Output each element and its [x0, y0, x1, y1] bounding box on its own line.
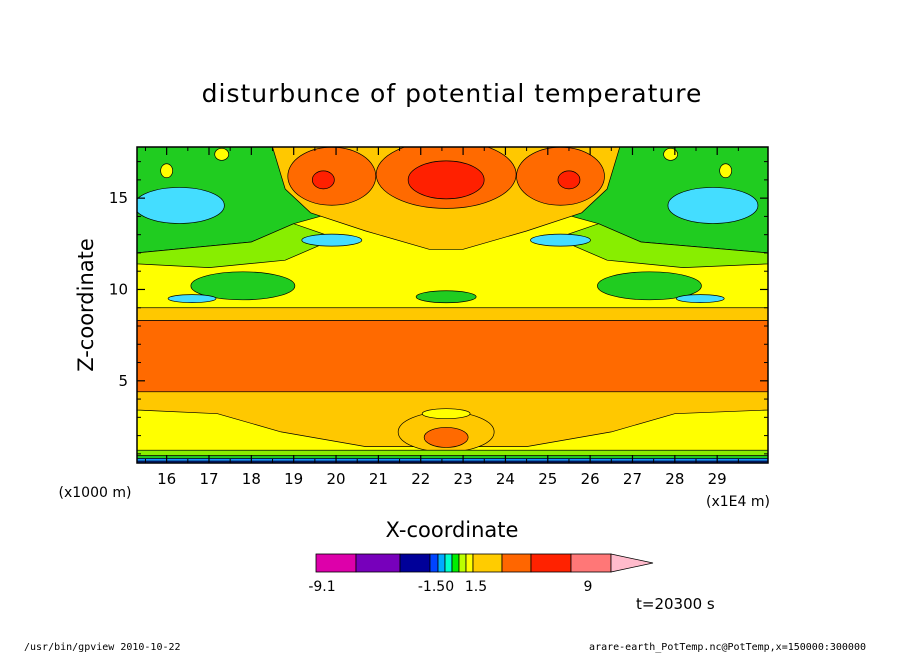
x-tick-label: 18	[242, 470, 261, 488]
colorbar-segment	[472, 553, 503, 573]
green-pocket-right	[597, 271, 702, 301]
colorbar-tick-label: 1.5	[465, 579, 487, 595]
colorbar-segment	[570, 553, 612, 573]
cyan-patch-mid-left	[301, 233, 363, 247]
colorbar-segment	[437, 553, 446, 573]
x-tick-label: 23	[454, 470, 473, 488]
colorbar-segment	[429, 553, 439, 573]
colorbar-segment	[458, 553, 467, 573]
cyan-patch-left	[137, 187, 225, 224]
bottom-band-green	[137, 455, 768, 459]
left-yellowgreen-band	[137, 223, 337, 268]
footer-right: arare-earth_PotTemp.nc@PotTemp,x=150000:…	[589, 642, 866, 653]
x-tick-label: 22	[411, 470, 430, 488]
time-label: t=20300 s	[636, 595, 715, 613]
yellow-speck	[214, 147, 230, 161]
colorbar-segment	[399, 553, 431, 573]
y-unit-label: (x1000 m)	[59, 485, 132, 501]
x-tick-label: 24	[496, 470, 515, 488]
cyan-sliver-right	[675, 294, 725, 303]
colorbar-segment	[451, 553, 460, 573]
plot-frame	[136, 146, 769, 464]
x-axis: 16 17 18 19 20 21 22 23 24 25 26 27 28 29	[144, 147, 739, 488]
bottom-band-sky	[137, 458, 768, 462]
red-cell-left	[311, 170, 335, 190]
cyan-sliver-left	[167, 294, 217, 303]
colorbar-tick-label: -9.1	[308, 579, 335, 595]
lower-yellow-streak	[421, 408, 471, 420]
colorbar-arrow	[610, 553, 654, 573]
yellow-speck	[719, 163, 733, 179]
x-tick-label: 28	[665, 470, 684, 488]
cyan-patch-mid-right	[530, 233, 591, 247]
colorbar-ticks: -9.1 -1.50 1.5 9	[308, 579, 592, 595]
bottom-band-yellowgreen	[137, 449, 768, 457]
green-pocket-left	[190, 271, 296, 301]
x-tick-label: 26	[581, 470, 600, 488]
plot-area	[137, 147, 768, 463]
colorbar	[315, 553, 654, 573]
colorbar-tick-label: -1.50	[418, 579, 454, 595]
y-tick-label: 15	[109, 189, 128, 207]
x-tick-label: 17	[199, 470, 218, 488]
x-tick-label: 21	[369, 470, 388, 488]
x-tick-label: 27	[623, 470, 642, 488]
colorbar-segment	[465, 553, 474, 573]
yellow-speck	[663, 147, 678, 161]
x-axis-label: X-coordinate	[386, 518, 519, 542]
x-tick-label: 16	[157, 470, 176, 488]
cyan-patch-right	[667, 187, 759, 224]
x-tick-label: 25	[538, 470, 557, 488]
y-axis-label: Z-coordinate	[74, 238, 98, 372]
colorbar-segment	[501, 553, 532, 573]
colorbar-segment	[444, 553, 453, 573]
colorbar-segment	[530, 553, 572, 573]
bottom-band-navy	[137, 462, 768, 463]
right-yellowgreen-band	[555, 223, 768, 268]
red-cell-right	[557, 170, 581, 190]
colorbar-segment	[355, 553, 401, 573]
lower-orange-cell	[423, 427, 469, 448]
orange-band	[137, 320, 768, 393]
y-tick-label: 5	[118, 372, 128, 390]
chart-title: disturbunce of potential temperature	[202, 79, 703, 108]
y-axis: 5 10 15	[109, 161, 768, 455]
green-pocket-center	[415, 290, 477, 304]
yellow-speck	[160, 163, 173, 179]
footer-left: /usr/bin/gpview 2010-10-22	[24, 642, 181, 653]
x-tick-label: 20	[326, 470, 345, 488]
contour-fields	[137, 147, 768, 463]
colorbar-segment	[315, 553, 357, 573]
x-tick-label: 19	[284, 470, 303, 488]
x-unit-label: (x1E4 m)	[706, 494, 770, 510]
x-tick-label: 29	[708, 470, 727, 488]
y-tick-label: 10	[109, 280, 128, 298]
red-cell-center	[407, 160, 485, 200]
colorbar-tick-label: 9	[584, 579, 593, 595]
gold-band-upper	[137, 307, 768, 321]
